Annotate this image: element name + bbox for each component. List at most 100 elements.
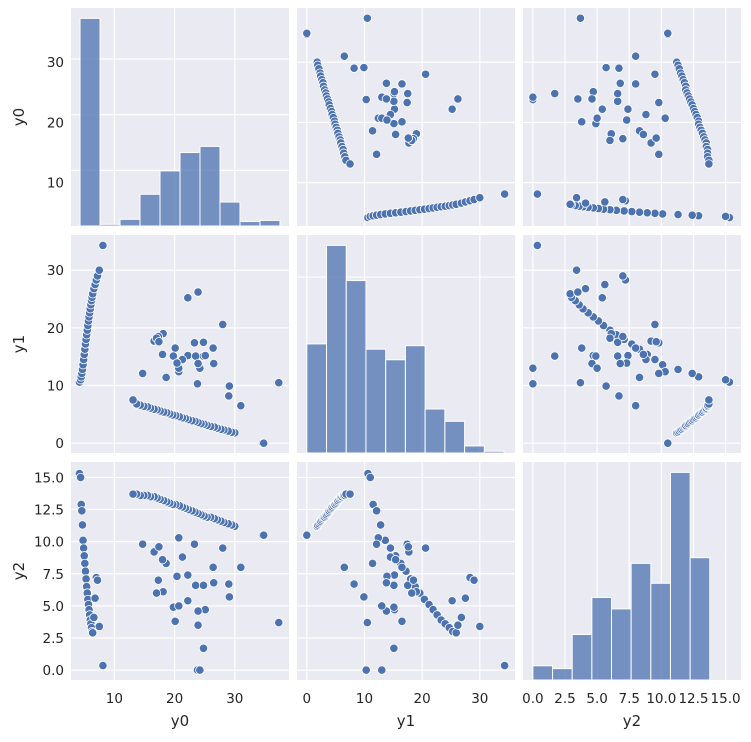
scatter-point	[259, 438, 269, 448]
scatter-point	[460, 593, 471, 603]
hist-bar-y1-0	[306, 343, 328, 454]
scatter-point	[587, 94, 597, 104]
scatter-point	[389, 643, 399, 653]
scatter-point	[189, 539, 200, 549]
hist-bar-y0-9	[259, 219, 281, 227]
scatter-point	[198, 580, 209, 590]
scatter-point	[618, 271, 628, 281]
scatter-point	[193, 359, 203, 369]
scatter-point	[382, 115, 392, 125]
hist-bar-y2-3	[591, 597, 613, 681]
y-tick-label-y1: 0	[55, 436, 64, 452]
scatter-point	[193, 606, 203, 616]
scatter-point	[403, 133, 413, 143]
hist-bar-y0-4	[159, 170, 181, 227]
scatter-point	[619, 206, 629, 216]
hist-bar-y1-6	[424, 408, 446, 454]
scatter-point	[154, 542, 164, 552]
x-tick-label-y2: 0.0	[522, 691, 543, 707]
scatter-point	[397, 562, 407, 572]
scatter-point	[475, 193, 485, 203]
hist-bar-y2-8	[689, 557, 711, 681]
scatter-point	[94, 265, 104, 275]
scatter-point	[208, 562, 218, 572]
scatter-point	[339, 51, 349, 61]
scatter-point	[601, 63, 611, 73]
scatter-point	[577, 343, 587, 353]
scatter-point	[614, 391, 624, 401]
scatter-point	[597, 293, 607, 303]
scatter-point	[638, 129, 648, 140]
x-tick-label-y2: 12.5	[678, 691, 708, 707]
scatter-point	[573, 94, 583, 104]
scatter-point	[157, 349, 168, 359]
hist-bar-y1-4	[385, 359, 406, 454]
scatter-point	[623, 350, 633, 361]
panel-y1-vs-y2	[297, 462, 515, 680]
scatter-point	[389, 87, 400, 97]
scatter-point	[580, 198, 591, 208]
scatter-point	[90, 593, 100, 603]
scatter-point	[381, 78, 391, 88]
y-tick-label-y2: 2.5	[43, 631, 64, 647]
scatter-point	[615, 359, 625, 369]
scatter-point	[407, 588, 417, 598]
scatter-point	[597, 104, 607, 114]
scatter-point	[402, 97, 412, 108]
hist-bar-y0-0	[79, 17, 101, 227]
scatter-point	[651, 337, 661, 347]
scatter-point	[371, 539, 382, 549]
scatter-point	[209, 578, 219, 588]
x-tick-label-y1: 10	[356, 691, 373, 707]
scatter-point	[622, 115, 632, 125]
panel-y1-vs-y0	[297, 8, 515, 226]
scatter-point	[89, 612, 99, 623]
scatter-point	[361, 94, 371, 105]
scatter-point	[573, 287, 583, 297]
scatter-point	[650, 208, 660, 218]
scatter-point	[500, 189, 510, 199]
scatter-point	[259, 530, 269, 540]
scatter-point	[391, 129, 401, 140]
x-tick-label-y1: 20	[414, 691, 431, 707]
y-tick-label-y1: 20	[47, 321, 64, 337]
scatter-point	[189, 338, 200, 348]
scatter-point	[151, 588, 162, 598]
hist-bar-y0-8	[239, 221, 261, 227]
scatter-point	[658, 209, 668, 219]
hist-bar-y1-8	[464, 445, 485, 454]
x-tick-label-y2: 10.0	[646, 691, 676, 707]
scatter-point	[565, 289, 575, 299]
scatter-point	[663, 28, 673, 38]
scatter-point	[198, 337, 209, 347]
scatter-point	[631, 401, 641, 411]
scatter-point	[224, 391, 234, 401]
scatter-point	[367, 126, 378, 136]
x-axis-label-y2: y2	[623, 712, 641, 730]
scatter-point	[456, 612, 466, 623]
scatter-point	[208, 343, 218, 353]
scatter-point	[528, 379, 538, 389]
scatter-point	[339, 562, 349, 572]
hist-bar-y0-2	[119, 218, 141, 227]
scatter-point	[224, 579, 234, 589]
x-tick-label-y2: 7.5	[618, 691, 639, 707]
panel-y2-vs-y0	[523, 8, 741, 226]
scatter-point	[403, 580, 413, 590]
scatter-point	[550, 351, 560, 361]
scatter-point	[571, 193, 582, 203]
scatter-point	[77, 520, 88, 530]
scatter-point	[447, 104, 457, 114]
scatter-point	[170, 343, 180, 353]
scatter-point	[371, 149, 382, 159]
scatter-point	[359, 63, 369, 73]
scatter-point	[128, 395, 138, 405]
panel-y2-vs-y2	[523, 462, 741, 681]
x-tick-label-y1: 30	[471, 691, 488, 707]
scatter-point	[81, 574, 91, 584]
scatter-point	[453, 94, 463, 104]
scatter-point	[580, 284, 591, 294]
scatter-point	[408, 575, 419, 585]
scatter-point	[605, 333, 615, 343]
hist-bar-y2-7	[669, 471, 691, 681]
